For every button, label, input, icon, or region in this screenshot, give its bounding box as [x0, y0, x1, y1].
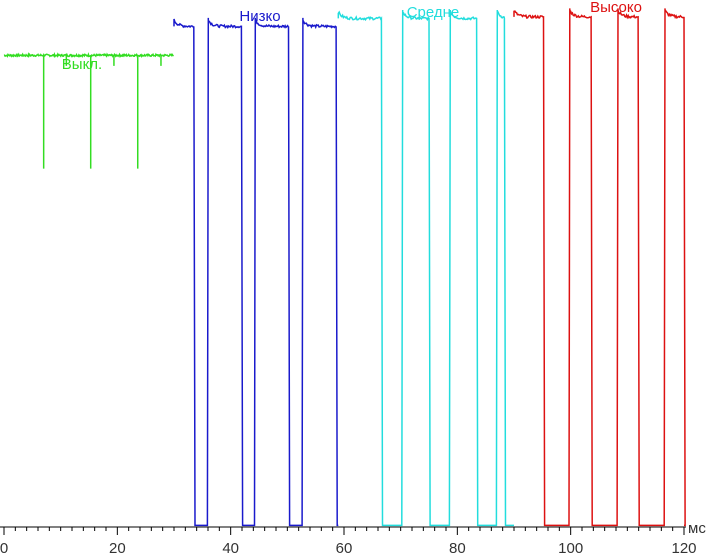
series-line-2: [337, 9, 514, 527]
series-line-1: [173, 17, 339, 527]
x-tick-label: 20: [109, 540, 126, 555]
series-line-3: [513, 8, 686, 527]
series-line-off: [3, 51, 175, 59]
x-tick-label: 80: [449, 540, 466, 555]
series-label: Высоко: [590, 0, 642, 16]
x-tick-label: 0: [0, 540, 8, 555]
x-tick-label: 40: [222, 540, 239, 555]
series-label: Выкл.: [62, 56, 102, 73]
x-tick-label: 60: [336, 540, 353, 555]
x-tick-label: 100: [558, 540, 583, 555]
series-label: Низко: [239, 8, 280, 25]
series-label: Средне: [407, 4, 460, 21]
series-labels: Выкл. Низко Средне Высоко: [62, 0, 642, 73]
x-axis: 0 20 40 60 80 100 120 мс: [0, 520, 706, 555]
x-tick-label: 120: [671, 540, 696, 555]
plot-area: [3, 8, 686, 527]
x-axis-unit: мс: [688, 520, 706, 537]
